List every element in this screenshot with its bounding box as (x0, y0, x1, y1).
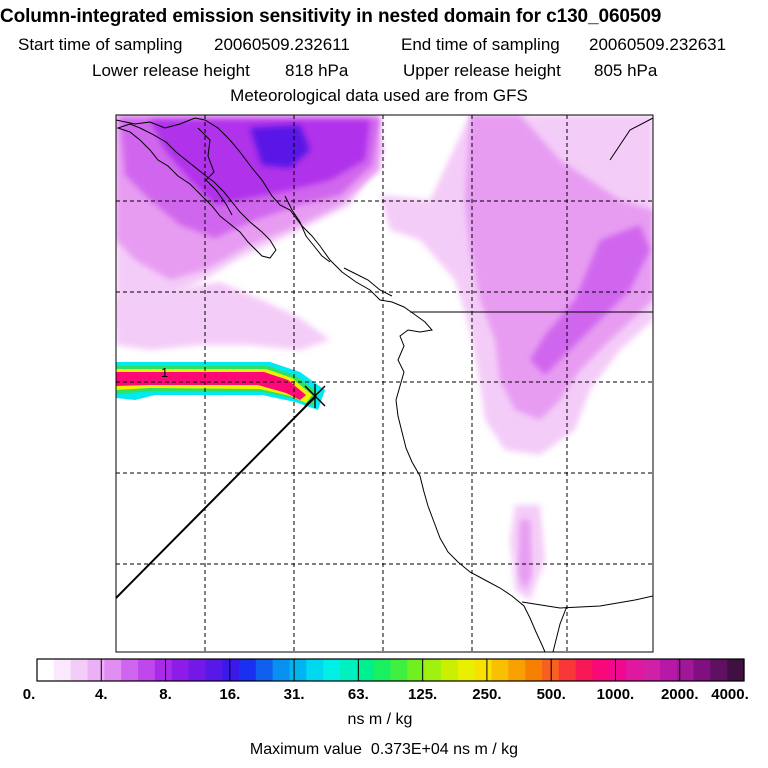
colorbar-tick-label: 4000. (711, 686, 749, 703)
end-time-label: End time of sampling (401, 35, 560, 54)
lower-release-value: 818 hPa (285, 61, 349, 80)
colorbar-tick-label: 31. (283, 686, 305, 703)
sensitivity-field-west (116, 282, 330, 350)
colorbar-cell (154, 659, 173, 681)
colorbar-cell (441, 659, 459, 681)
coastline-inlet (284, 195, 331, 263)
maximum-value-units: ns m / kg (453, 741, 519, 758)
maximum-value: 0.373E+04 (370, 741, 449, 758)
colorbar-tick-label: 4. (95, 686, 108, 703)
colorbar-cell (239, 659, 257, 681)
colorbar-cell (306, 659, 324, 681)
plot-title: Column-integrated emission sensitivity i… (0, 6, 662, 27)
coastline-island (116, 123, 277, 259)
coastlines (116, 117, 653, 652)
colorbar-tick-label: 63. (347, 686, 369, 703)
colorbar-cell (289, 659, 307, 681)
maximum-value-label: Maximum value (249, 741, 362, 758)
colorbar-cell (205, 659, 223, 681)
colorbar-cell (222, 659, 240, 681)
colorbar-cell (37, 659, 55, 681)
border-line (552, 605, 568, 652)
colorbar-cell (390, 659, 408, 681)
border-line (521, 595, 653, 609)
colorbar-cell (272, 659, 291, 681)
colorbar-cell (424, 659, 442, 681)
colorbar-cell (592, 659, 610, 681)
trajectory-line (115, 395, 317, 599)
colorbar-cell (693, 659, 711, 681)
colorbar-cell (188, 659, 206, 681)
colorbar-cell (525, 659, 543, 681)
colorbar-cell (609, 659, 627, 681)
coastline-sound (343, 267, 393, 297)
colorbar-cell (575, 659, 594, 681)
colorbar-cell (121, 659, 139, 681)
colorbar-units: ns m / kg (347, 711, 413, 728)
border-line (609, 117, 653, 161)
sensitivity-field (116, 115, 653, 600)
maximum-value-line: Maximum value 0.373E+04 ns m / kg (0, 741, 768, 759)
colorbar-tick-label: 16. (219, 686, 241, 703)
colorbar-cell (323, 659, 341, 681)
colorbar-cell (255, 659, 274, 681)
colorbar-cell (138, 659, 156, 681)
end-time-value: 20060509.232631 (589, 35, 727, 54)
colorbar-cell (457, 659, 476, 681)
colorbar-tick-label: 125. (408, 686, 438, 703)
colorbar-tick-label: 0. (22, 686, 36, 703)
sensitivity-field-east-high (530, 225, 650, 375)
colorbar-tick-label: 8. (159, 686, 172, 703)
colorbar-cell (727, 659, 745, 681)
lower-release-label: Lower release height (92, 61, 250, 80)
sensitivity-field-max (250, 125, 310, 168)
start-time-label: Start time of sampling (18, 35, 183, 54)
colorbar-cell (373, 659, 392, 681)
colorbar-ticks (36, 659, 745, 681)
colorbar-cell (558, 659, 577, 681)
met-data-source: Meteorological data used are from GFS (230, 86, 528, 105)
colorbar-tick-label: 500. (536, 686, 566, 703)
colorbar-cell (171, 659, 190, 681)
colorbar-cell (340, 659, 358, 681)
upper-release-value: 805 hPa (594, 61, 658, 80)
upper-release-label: Upper release height (403, 61, 561, 80)
sensitivity-field-east-mid (465, 115, 653, 420)
colorbar-tick-label: 1000. (596, 686, 635, 703)
colorbar-cell (626, 659, 644, 681)
colorbar-cell (508, 659, 526, 681)
colorbar-cell (643, 659, 661, 681)
sensitivity-field-north-core (150, 120, 370, 205)
colorbar-cell (70, 659, 89, 681)
colorbar-cell (356, 659, 375, 681)
plume-core (116, 372, 306, 400)
colorbar-tick-label: 250. (472, 686, 502, 703)
colorbar-cell (474, 659, 493, 681)
colorbar-cell (676, 659, 695, 681)
colorbar (37, 659, 745, 681)
map-frame (115, 114, 654, 653)
start-time-value: 20060509.232611 (214, 35, 350, 54)
colorbar-cell (710, 659, 728, 681)
colorbar-cell (87, 659, 105, 681)
sensitivity-field-south-mid (518, 520, 532, 590)
coastline-mainland (116, 117, 546, 652)
release-label: 1 (161, 365, 168, 380)
colorbar-cell (659, 659, 678, 681)
colorbar-tick-label: 2000. (660, 686, 699, 703)
release-point-marker (304, 384, 326, 408)
colorbar-cell (407, 659, 425, 681)
colorbar-cell (104, 659, 122, 681)
colorbar-cell (491, 659, 509, 681)
colorbar-cell (53, 659, 72, 681)
coastline-inlet (197, 127, 233, 216)
